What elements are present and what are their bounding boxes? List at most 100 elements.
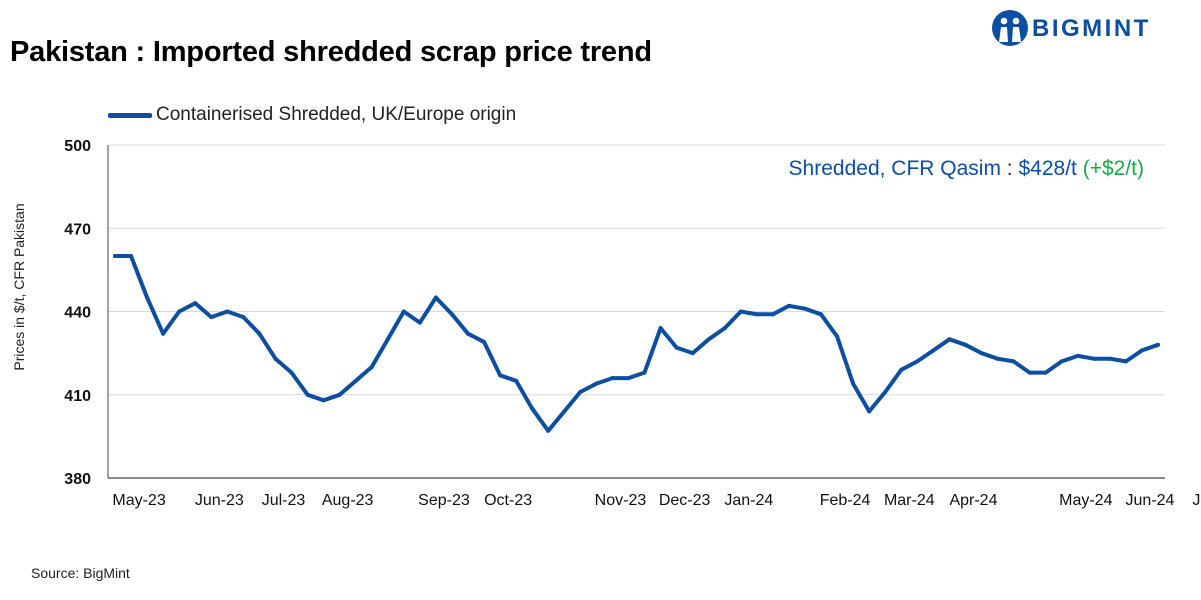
data-point: [241, 315, 246, 320]
data-point: [1140, 348, 1144, 353]
data-point: [851, 381, 856, 386]
data-point: [129, 254, 133, 258]
data-point: [610, 376, 615, 381]
data-point: [1107, 356, 1112, 361]
data-point: [289, 370, 294, 375]
data-point: [738, 309, 743, 314]
source-note: Source: BigMint: [31, 565, 130, 581]
y-tick-label: 440: [64, 305, 91, 322]
data-point: [1043, 370, 1048, 375]
x-tick-label: Jul-23: [262, 492, 306, 509]
data-point: [819, 312, 823, 317]
chart-title: Pakistan : Imported shredded scrap price…: [10, 36, 652, 68]
data-point: [305, 392, 310, 397]
data-point: [177, 309, 182, 314]
y-tick-label: 380: [64, 471, 91, 488]
y-tick-label: 410: [64, 388, 91, 405]
data-point: [209, 315, 214, 320]
data-point: [482, 340, 487, 344]
data-point: [450, 312, 454, 317]
data-point: [770, 312, 775, 317]
data-point: [113, 254, 117, 258]
x-tick-label: Feb-24: [820, 492, 871, 509]
x-axis-ticks: May-23 Jun-23 Jul-23 Aug-23 Sep-23 Oct-23 Nov-…: [112, 492, 1201, 509]
data-point: [626, 376, 631, 381]
data-point: [369, 365, 374, 369]
data-point: [321, 398, 326, 403]
brand-logo-icon: [992, 10, 1028, 46]
data-point: [1011, 359, 1016, 364]
data-point: [353, 378, 358, 383]
x-tick-label: Aug-23: [322, 492, 374, 509]
data-point: [674, 345, 679, 350]
data-point: [1123, 359, 1128, 364]
data-point: [642, 370, 647, 375]
brand-logo: BIGMINT: [990, 6, 1185, 50]
x-tick-label: Mar-24: [884, 492, 935, 509]
x-tick-label: Jun-23: [195, 492, 244, 509]
data-point: [1091, 356, 1096, 361]
data-point: [514, 378, 519, 383]
latest-price-annotation: Shredded, CFR Qasim : $428/t (+$2/t): [789, 157, 1144, 181]
data-point: [1027, 370, 1032, 375]
data-point: [401, 309, 406, 314]
y-tick-label: 470: [64, 221, 91, 238]
data-point: [546, 428, 551, 433]
x-tick-label: May-23: [112, 492, 165, 509]
data-point: [835, 334, 840, 339]
data-point: [1075, 353, 1080, 358]
data-point: [931, 348, 936, 353]
data-point: [658, 326, 663, 331]
x-tick-label: Jul-24: [1192, 492, 1201, 509]
data-point: [498, 373, 503, 378]
gridlines: [107, 144, 1165, 479]
annotation-label: Shredded, CFR Qasim: [788, 157, 1001, 180]
data-point: [899, 367, 904, 372]
series-group: [113, 254, 1160, 433]
data-point: [963, 342, 968, 347]
data-point: [193, 301, 198, 306]
data-point: [337, 392, 342, 397]
brand-name: BIGMINT: [1032, 15, 1151, 42]
series-line: [113, 254, 1160, 433]
data-point: [466, 331, 470, 336]
data-point: [883, 390, 888, 394]
x-tick-label: Oct-23: [484, 492, 532, 509]
data-point: [578, 390, 583, 394]
x-tick-label: Dec-23: [659, 492, 711, 509]
data-point: [915, 359, 920, 364]
data-point: [786, 303, 791, 308]
data-point: [690, 351, 695, 356]
x-tick-label: Jun-24: [1126, 492, 1175, 509]
data-point: [145, 295, 150, 300]
y-tick-label: 500: [64, 138, 91, 155]
annotation-value: $428/t: [1018, 157, 1077, 180]
data-point: [867, 409, 872, 414]
data-point: [594, 381, 599, 386]
data-point: [706, 337, 711, 342]
data-point: [722, 326, 727, 331]
data-point: [1059, 359, 1064, 364]
x-tick-label: Jan-24: [724, 492, 773, 509]
annotation-change: (+$2/t): [1082, 157, 1144, 180]
data-point: [273, 356, 278, 361]
x-tick-label: Sep-23: [418, 492, 470, 509]
legend-series-label: Containerised Shredded, UK/Europe origin: [156, 104, 517, 125]
x-tick-label: Nov-23: [595, 492, 647, 509]
data-point: [385, 337, 390, 342]
data-point: [225, 309, 230, 314]
data-point: [947, 337, 952, 342]
data-point: [433, 295, 438, 300]
data-point: [161, 331, 166, 336]
data-point: [1156, 342, 1160, 347]
data-point: [803, 306, 807, 311]
data-point: [530, 406, 535, 411]
data-point: [257, 331, 262, 336]
data-point: [562, 409, 567, 414]
data-point: [995, 356, 1000, 361]
x-tick-label: Apr-24: [949, 492, 997, 509]
data-point: [417, 320, 422, 325]
annotation-separator: :: [1000, 157, 1019, 180]
x-tick-label: May-24: [1059, 492, 1112, 509]
